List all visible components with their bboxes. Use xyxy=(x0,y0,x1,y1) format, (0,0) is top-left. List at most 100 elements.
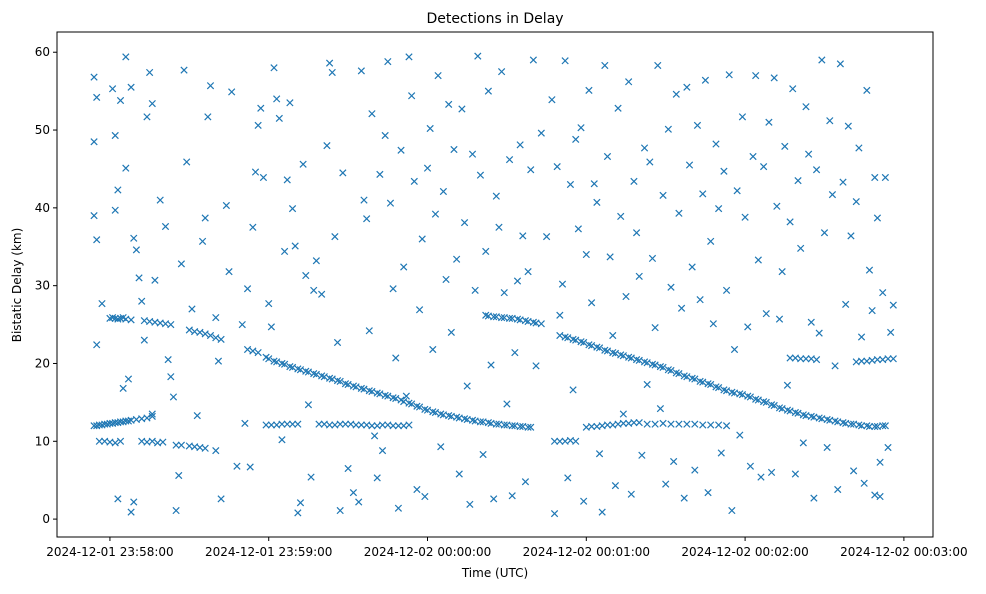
data-point xyxy=(815,329,823,337)
data-point xyxy=(667,420,675,428)
data-point xyxy=(431,408,440,417)
data-point xyxy=(124,375,133,383)
data-point xyxy=(603,421,612,429)
data-point xyxy=(786,354,794,362)
data-point xyxy=(394,504,403,512)
x-axis-label: Time (UTC) xyxy=(461,566,528,580)
plot-area-frame xyxy=(56,31,934,538)
data-point xyxy=(683,83,691,91)
data-point xyxy=(643,380,651,389)
data-point xyxy=(151,276,159,284)
data-point xyxy=(116,96,125,105)
data-point xyxy=(566,180,575,189)
data-point xyxy=(889,301,897,309)
data-point xyxy=(267,421,275,429)
data-point xyxy=(524,268,532,276)
data-point xyxy=(196,328,204,336)
data-point xyxy=(659,419,667,428)
y-tick-label: 0 xyxy=(42,512,50,526)
data-point xyxy=(492,420,500,428)
data-point xyxy=(466,500,474,508)
data-point xyxy=(386,199,395,207)
data-point xyxy=(360,196,368,204)
data-point xyxy=(767,468,776,477)
data-point xyxy=(752,71,760,80)
data-point xyxy=(704,489,712,497)
data-point xyxy=(627,490,635,498)
data-point xyxy=(294,509,302,517)
data-point xyxy=(325,59,334,67)
data-point xyxy=(855,144,863,152)
data-point xyxy=(140,336,148,344)
data-point xyxy=(389,285,397,293)
data-point xyxy=(167,320,175,329)
data-point xyxy=(881,173,889,182)
data-point xyxy=(770,401,778,410)
data-point xyxy=(172,506,180,515)
data-point xyxy=(278,420,286,428)
data-point xyxy=(810,494,818,502)
data-point xyxy=(532,362,540,370)
data-point xyxy=(116,437,125,445)
data-point xyxy=(759,162,768,171)
data-point xyxy=(93,93,101,101)
data-point xyxy=(712,140,720,148)
data-point xyxy=(812,355,821,364)
data-point xyxy=(249,347,257,355)
data-point xyxy=(762,310,770,318)
data-point xyxy=(318,290,326,298)
data-point xyxy=(773,202,781,210)
data-point xyxy=(389,422,397,430)
data-point xyxy=(595,450,604,458)
data-point xyxy=(699,421,707,429)
data-point xyxy=(267,323,275,331)
data-point xyxy=(148,99,156,108)
x-tick-label: 2024-12-01 23:59:00 xyxy=(205,545,332,559)
data-point xyxy=(863,86,871,94)
data-point xyxy=(797,244,805,252)
data-point xyxy=(691,420,699,428)
data-point xyxy=(651,420,659,428)
data-point xyxy=(516,422,524,431)
data-point xyxy=(569,386,577,394)
data-point xyxy=(302,271,310,280)
data-point xyxy=(394,422,403,430)
data-point xyxy=(251,168,260,176)
data-point xyxy=(646,158,654,166)
data-point xyxy=(400,263,408,271)
data-point xyxy=(325,421,334,429)
data-point xyxy=(564,474,572,482)
data-point xyxy=(365,327,373,335)
data-point xyxy=(148,410,156,418)
data-point xyxy=(143,414,151,422)
data-point xyxy=(770,74,778,82)
data-point xyxy=(431,210,440,218)
data-point xyxy=(659,191,667,200)
data-point xyxy=(360,385,368,393)
data-point xyxy=(328,68,336,77)
data-point xyxy=(611,349,620,357)
data-point xyxy=(582,250,590,259)
data-point xyxy=(749,152,757,161)
data-point xyxy=(294,420,302,428)
data-point xyxy=(622,292,630,301)
data-point xyxy=(172,441,180,449)
data-point xyxy=(482,247,490,256)
data-point xyxy=(558,280,567,288)
data-point xyxy=(619,352,627,360)
data-point xyxy=(241,419,249,428)
data-point xyxy=(177,441,186,449)
data-point xyxy=(476,418,485,426)
data-point xyxy=(834,485,842,494)
data-point xyxy=(225,268,233,276)
data-point xyxy=(722,422,731,430)
data-point xyxy=(738,113,747,121)
data-point xyxy=(881,422,889,430)
data-point xyxy=(265,299,273,308)
data-point xyxy=(370,432,379,440)
data-point xyxy=(884,355,892,363)
data-point xyxy=(270,64,278,72)
data-point xyxy=(802,355,810,363)
data-point xyxy=(791,470,800,478)
data-point xyxy=(873,214,882,222)
